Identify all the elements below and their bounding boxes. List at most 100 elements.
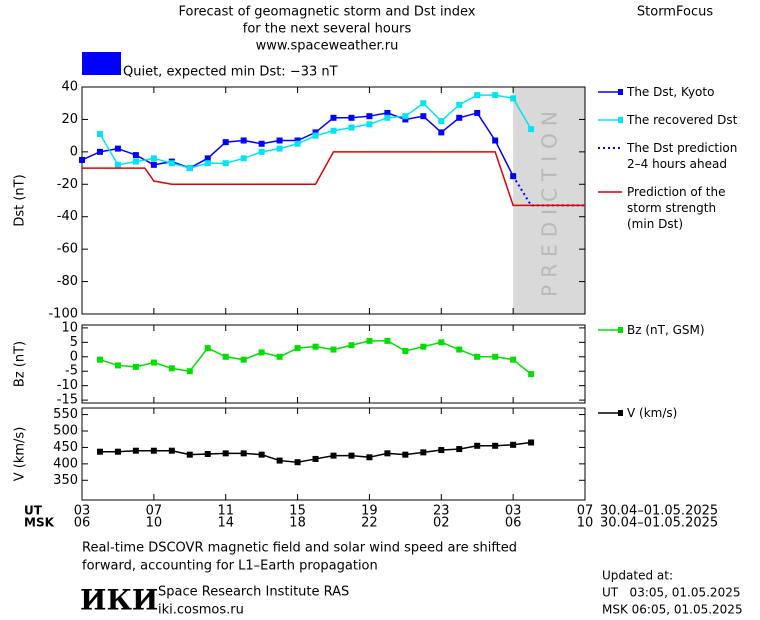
legend-marker — [618, 89, 623, 95]
note-line: forward, accounting for L1–Earth propaga… — [82, 559, 378, 574]
legend-item: V (km/s) — [597, 405, 677, 421]
data-point — [312, 129, 319, 136]
data-point — [438, 118, 445, 125]
data-point — [366, 121, 373, 128]
data-point — [222, 160, 229, 167]
legend-item: Prediction of the storm strength (min Ds… — [597, 184, 726, 232]
updated-line: MSK 06:05, 01.05.2025 — [602, 603, 743, 617]
data-point — [384, 114, 391, 121]
data-point — [222, 450, 229, 457]
data-point — [330, 114, 337, 121]
legend-marker — [618, 410, 623, 416]
data-point — [366, 337, 373, 344]
x-tick-label: 19 — [361, 504, 378, 519]
data-point — [492, 92, 499, 99]
status-swatch — [82, 52, 121, 75]
data-point — [114, 448, 121, 455]
x-tick-label-msk: 06 — [74, 516, 91, 531]
data-point — [438, 447, 445, 454]
data-point — [168, 160, 175, 167]
data-point — [384, 109, 391, 116]
data-point — [420, 113, 427, 120]
x-tick-label: 11 — [217, 504, 234, 519]
data-point — [456, 446, 463, 453]
legend-label: Prediction of the storm strength (min Ds… — [627, 185, 726, 231]
status-label: Quiet, expected min Dst: −33 nT — [123, 65, 338, 80]
data-point — [240, 356, 247, 363]
data-point — [204, 451, 211, 457]
data-point — [114, 145, 121, 152]
row-label: UT — [24, 504, 43, 518]
logo: ИКИ — [80, 584, 158, 617]
legend-label: The Dst, Kyoto — [627, 85, 715, 99]
title-line: Forecast of geomagnetic storm and Dst in… — [178, 5, 475, 20]
data-point — [438, 339, 445, 346]
plot-frame — [81, 407, 586, 501]
legend-swatch — [598, 117, 623, 123]
x-tick-label: 07 — [577, 504, 594, 519]
data-point — [258, 140, 265, 147]
legend-item: The recovered Dst — [597, 112, 737, 128]
data-point — [132, 158, 139, 165]
y-tick-label: 400 — [53, 456, 78, 471]
data-point — [528, 439, 535, 446]
y-axis-title: Dst (nT) — [13, 174, 28, 226]
date-range: 30.04–01.05.2025 — [600, 504, 718, 519]
data-point — [330, 346, 337, 353]
data-point — [402, 348, 409, 354]
data-point — [330, 127, 337, 134]
data-point — [456, 114, 463, 121]
legend-swatch — [598, 410, 623, 416]
y-tick-label: -20 — [57, 177, 78, 192]
data-point — [114, 362, 121, 369]
legend-swatch — [598, 89, 623, 95]
legend-swatch — [598, 147, 622, 149]
data-point — [492, 353, 499, 360]
x-tick-label-msk: 02 — [433, 516, 450, 531]
x-tick-label-msk: 10 — [577, 516, 594, 531]
row-label: MSK — [24, 516, 55, 530]
data-point — [204, 345, 211, 352]
legend-marker — [618, 327, 623, 333]
x-tick-label-msk: 18 — [289, 516, 306, 531]
data-point — [402, 113, 409, 120]
data-point — [474, 109, 481, 116]
data-point — [528, 126, 535, 133]
y-tick-label: -10 — [57, 378, 78, 393]
data-point — [294, 459, 301, 466]
data-point — [240, 137, 247, 144]
data-point — [402, 116, 409, 123]
y-tick-label: -15 — [57, 393, 78, 408]
y-tick-label: -60 — [57, 242, 78, 257]
data-point — [96, 148, 103, 155]
y-tick-label: 450 — [53, 440, 78, 455]
site: iki.cosmos.ru — [158, 603, 244, 618]
y-tick-label: 20 — [61, 112, 78, 127]
data-point — [456, 101, 463, 108]
x-tick-label: 23 — [433, 504, 450, 519]
y-tick-label: 5 — [70, 335, 78, 350]
data-point — [186, 451, 193, 458]
data-point — [132, 447, 139, 454]
data-point — [150, 161, 157, 168]
data-point — [240, 450, 247, 457]
data-point — [348, 452, 355, 459]
x-tick-label-msk: 22 — [361, 516, 378, 531]
data-point — [204, 155, 211, 162]
data-point — [204, 160, 211, 167]
data-point — [222, 353, 229, 360]
data-point — [222, 139, 229, 146]
y-tick-label: 10 — [61, 320, 78, 335]
plot-frame — [81, 86, 586, 315]
data-point — [276, 137, 283, 144]
y-tick-label: 0 — [70, 144, 78, 159]
brand: StormFocus — [637, 5, 713, 20]
data-point — [384, 450, 391, 457]
data-point — [420, 343, 427, 350]
data-point — [312, 343, 319, 350]
x-tick-label: 03 — [74, 504, 91, 519]
x-tick-label: 15 — [289, 504, 306, 519]
data-point — [438, 129, 445, 136]
band-label: PREDICTION — [538, 104, 562, 297]
